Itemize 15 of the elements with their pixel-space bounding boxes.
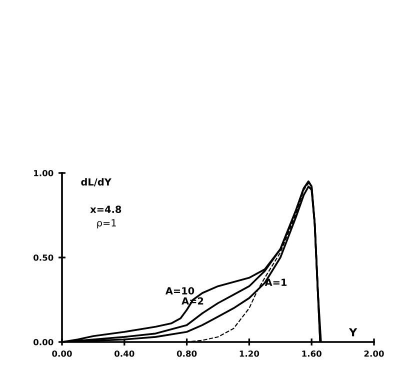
annotation: x=4.8 (90, 206, 122, 213)
annotation: A=10 (165, 287, 194, 294)
annotation: A=1 (264, 278, 287, 286)
x-tick-label: 0.40 (114, 350, 134, 357)
x-tick-label: 1.20 (240, 350, 260, 357)
x-axis-title: Y (348, 328, 358, 336)
annotation: ρ=1 (97, 219, 116, 228)
x-tick-label: 0.80 (176, 350, 197, 357)
x-tick-label: 0.00 (52, 350, 72, 357)
y-tick-label: 1.00 (34, 170, 54, 176)
y-tick-label: 0.00 (34, 338, 54, 346)
x-tick-label: 2.00 (364, 350, 384, 357)
x-tick-label: 1.60 (302, 350, 322, 357)
y-tick-label: 0.50 (34, 254, 54, 261)
y-axis-title: dL/dY (81, 178, 112, 186)
